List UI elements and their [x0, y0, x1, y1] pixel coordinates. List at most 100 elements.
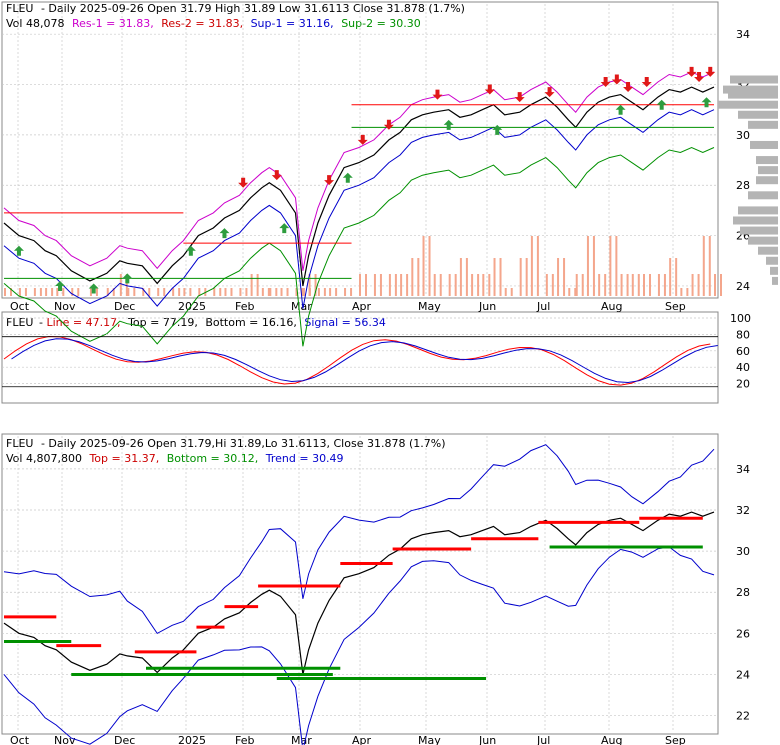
volume-profile-bar	[740, 226, 778, 235]
volume-profile-bar	[756, 176, 778, 185]
volume-bar	[10, 288, 12, 296]
sell-arrow-icon	[544, 87, 555, 98]
volume-bar	[183, 288, 186, 296]
top-header-ticker: FLEU	[6, 2, 33, 15]
top-header-vol: Vol 48,078	[6, 17, 64, 30]
volume-bar	[536, 236, 539, 296]
volume-bar	[691, 274, 694, 296]
volume-bar	[275, 288, 278, 296]
volume-bar	[488, 274, 491, 296]
volume-bar	[510, 288, 513, 296]
sell-arrow-icon	[641, 77, 652, 87]
moving-average-magenta	[3, 71, 715, 271]
volume-bar	[119, 274, 122, 296]
sell-arrow-icon	[611, 74, 622, 85]
buy-arrow-icon	[492, 124, 503, 135]
top-x-tick: Jul	[536, 300, 550, 313]
top-header-sup2: Sup-2 = 30.30	[341, 17, 421, 30]
volume-bar	[133, 288, 136, 296]
osc-header-ticker: FLEU	[6, 316, 33, 329]
sell-arrow-icon	[432, 89, 443, 100]
volume-profile-bar	[718, 100, 778, 109]
volume-bar	[45, 288, 48, 296]
volume-bar	[33, 288, 36, 296]
volume-bar	[373, 274, 376, 296]
bottom-price-frame	[1, 433, 719, 735]
bottom-x-tick: Apr	[352, 734, 372, 745]
volume-bar	[323, 288, 326, 296]
top-y-tick: 28	[736, 179, 750, 192]
bottom-header-top: Top = 31.37,	[88, 452, 159, 465]
volume-bar	[24, 288, 27, 296]
sell-arrow-icon	[484, 84, 495, 95]
buy-arrow-icon	[701, 97, 712, 108]
volume-bar	[350, 288, 353, 296]
top-x-tick: Oct	[10, 300, 30, 313]
volume-bar	[448, 274, 451, 296]
sell-arrow-icon	[357, 134, 368, 145]
top-x-tick: Apr	[352, 300, 372, 313]
volume-bar	[525, 258, 528, 296]
volume-bar	[477, 274, 480, 296]
volume-bar	[649, 274, 651, 296]
top-header-sup1: Sup-1 = 31.16,	[251, 17, 334, 30]
volume-bar	[302, 288, 305, 296]
volume-bar	[433, 274, 436, 296]
volume-bar	[261, 288, 264, 296]
volume-profile-bar	[758, 166, 778, 175]
top-x-tick: 2025	[178, 300, 206, 313]
volume-profile-bar	[770, 266, 778, 275]
volume-bar	[465, 258, 468, 296]
volume-bar	[563, 258, 566, 296]
volume-profile-bar	[756, 156, 778, 165]
volume-bar	[71, 288, 74, 296]
volume-bar	[609, 236, 612, 296]
volume-bar	[189, 288, 192, 296]
volume-bar	[379, 274, 382, 296]
volume-bar	[224, 288, 227, 296]
volume-bar	[335, 288, 338, 296]
volume-bar	[557, 258, 560, 296]
oscillator-frame	[1, 311, 719, 404]
volume-bar	[626, 274, 629, 296]
top-x-tick: May	[418, 300, 441, 313]
volume-bar	[269, 288, 272, 296]
bottom-header-bottom: Bottom = 30.12,	[167, 452, 259, 465]
bottom-y-tick: 30	[736, 545, 750, 558]
volume-bar	[406, 274, 409, 296]
volume-bar	[592, 236, 595, 296]
volume-bar	[213, 288, 216, 296]
sell-arrow-icon	[238, 177, 249, 188]
volume-bar	[702, 236, 705, 296]
price-line	[3, 86, 715, 287]
volume-profile-bar	[772, 276, 778, 285]
buy-arrow-icon	[13, 245, 24, 256]
volume-bar	[178, 288, 181, 296]
top-x-tick: Jun	[478, 300, 496, 313]
volume-profile-bar	[733, 216, 778, 225]
top-x-tick: Nov	[54, 300, 76, 313]
top-y-tick: 34	[736, 28, 750, 41]
volume-profile-bar	[758, 246, 778, 255]
volume-bar	[439, 274, 442, 296]
volume-bar	[598, 274, 601, 296]
buy-arrow-icon	[219, 228, 230, 239]
volume-bar	[62, 288, 65, 296]
volume-bar	[631, 274, 634, 296]
volume-bar	[422, 236, 425, 296]
volume-bar	[604, 274, 607, 296]
volume-bar	[295, 288, 298, 296]
volume-bar	[417, 258, 420, 296]
volume-bar	[308, 274, 311, 296]
volume-bar	[675, 258, 678, 296]
bottom-price-line	[3, 511, 715, 675]
volume-bar	[219, 288, 222, 296]
volume-bar	[499, 258, 502, 296]
volume-bar	[482, 274, 485, 296]
bottom-x-tick: Aug	[601, 734, 622, 745]
buy-arrow-icon	[656, 99, 667, 110]
volume-bar	[720, 274, 722, 296]
buy-arrow-icon	[342, 172, 353, 183]
